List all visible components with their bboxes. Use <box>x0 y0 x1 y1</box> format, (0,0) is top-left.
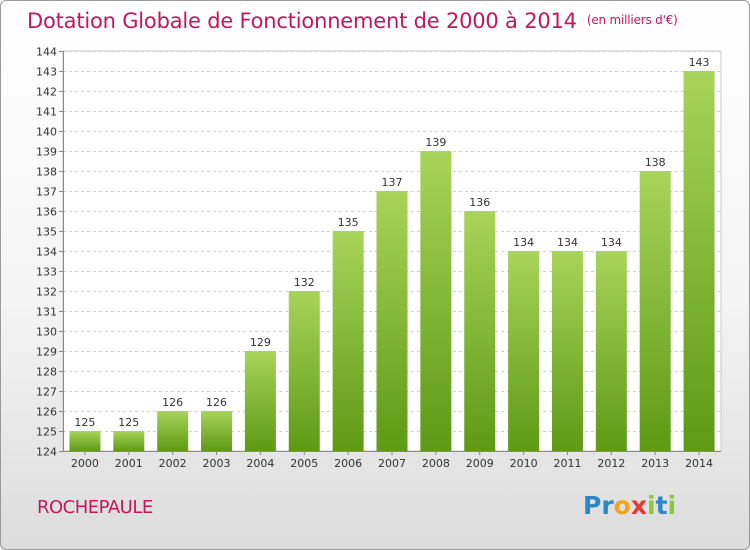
bar <box>508 251 540 451</box>
logo-letter: i <box>647 491 656 520</box>
x-tick-label: 2007 <box>378 457 406 470</box>
y-tick-label: 135 <box>36 226 57 239</box>
y-tick-label: 127 <box>36 386 57 399</box>
x-tick-label: 2008 <box>422 457 450 470</box>
bar <box>244 351 276 451</box>
x-tick-label: 2013 <box>641 457 669 470</box>
logo-letter: o <box>613 491 631 520</box>
logo-letter: i <box>667 491 677 520</box>
x-tick-label: 2010 <box>510 457 538 470</box>
bar <box>683 71 715 451</box>
bar-value-label: 126 <box>206 396 227 409</box>
bar <box>332 231 364 451</box>
bar-value-label: 134 <box>513 236 534 249</box>
bar-value-label: 135 <box>338 216 359 229</box>
logo-letter: P <box>583 491 602 520</box>
y-tick-label: 132 <box>36 286 57 299</box>
bar <box>376 191 408 451</box>
y-tick-label: 143 <box>36 66 57 79</box>
bar-value-label: 134 <box>601 236 622 249</box>
bar <box>551 251 583 451</box>
x-tick-label: 2012 <box>597 457 625 470</box>
y-tick-label: 130 <box>36 326 57 339</box>
x-tick-label: 2004 <box>246 457 274 470</box>
y-tick-label: 137 <box>36 186 57 199</box>
bar-value-label: 132 <box>294 276 315 289</box>
bar <box>69 431 101 451</box>
bar-value-label: 126 <box>162 396 183 409</box>
x-tick-label: 2005 <box>290 457 318 470</box>
y-tick-label: 134 <box>36 246 57 259</box>
bar <box>464 211 496 451</box>
x-tick-label: 2011 <box>553 457 581 470</box>
bar <box>201 411 233 451</box>
y-tick-label: 144 <box>36 46 57 59</box>
y-tick-label: 138 <box>36 166 57 179</box>
chart-subtitle: (en milliers d'€) <box>586 13 678 27</box>
bar <box>157 411 189 451</box>
bar-value-label: 143 <box>689 56 710 69</box>
logo-letter: r <box>601 491 614 520</box>
y-tick-label: 124 <box>36 446 57 459</box>
bar-value-label: 125 <box>74 416 95 429</box>
y-tick-label: 133 <box>36 266 57 279</box>
logo-letter: t <box>655 491 668 520</box>
y-tick-label: 126 <box>36 406 57 419</box>
commune-name: ROCHEPAULE <box>37 497 153 518</box>
bar-value-label: 137 <box>382 176 403 189</box>
bar-value-label: 139 <box>425 136 446 149</box>
logo-letter: x <box>630 491 647 520</box>
proxiti-logo: Proxiti <box>583 491 676 520</box>
chart-title: Dotation Globale de Fonctionnement de 20… <box>27 9 678 33</box>
y-tick-label: 128 <box>36 366 57 379</box>
bar <box>420 151 452 451</box>
chart-title-text: Dotation Globale de Fonctionnement de 20… <box>27 9 577 33</box>
bar <box>639 171 671 451</box>
y-tick-label: 140 <box>36 126 57 139</box>
bar-value-label: 138 <box>645 156 666 169</box>
x-tick-label: 2006 <box>334 457 362 470</box>
x-tick-label: 2014 <box>685 457 713 470</box>
x-tick-label: 2009 <box>466 457 494 470</box>
bar <box>113 431 145 451</box>
y-tick-label: 139 <box>36 146 57 159</box>
y-tick-label: 131 <box>36 306 57 319</box>
bar-value-label: 134 <box>557 236 578 249</box>
y-tick-label: 136 <box>36 206 57 219</box>
bar-value-label: 129 <box>250 336 271 349</box>
bar <box>288 291 320 451</box>
bar <box>595 251 627 451</box>
x-tick-label: 2000 <box>71 457 99 470</box>
x-tick-label: 2001 <box>115 457 143 470</box>
bar-value-label: 125 <box>118 416 139 429</box>
y-tick-label: 129 <box>36 346 57 359</box>
y-tick-label: 142 <box>36 86 57 99</box>
y-tick-label: 141 <box>36 106 57 119</box>
x-tick-label: 2003 <box>203 457 231 470</box>
x-tick-label: 2002 <box>159 457 187 470</box>
y-tick-label: 125 <box>36 426 57 439</box>
bar-value-label: 136 <box>469 196 490 209</box>
